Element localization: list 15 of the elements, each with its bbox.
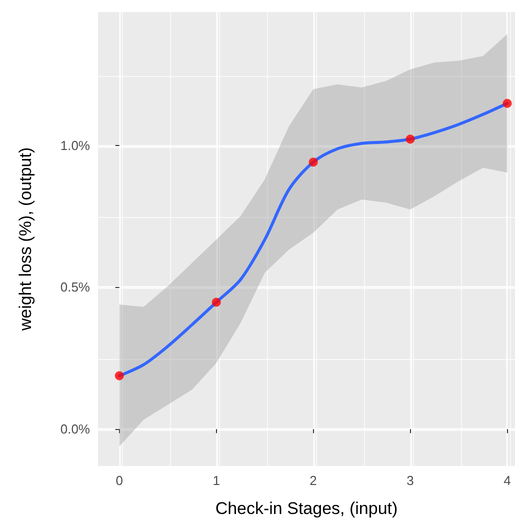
x-tick-label: 2 xyxy=(310,473,317,488)
x-tick-label: 3 xyxy=(406,473,414,488)
point xyxy=(114,371,124,380)
point xyxy=(212,298,221,307)
x-tick-label: 4 xyxy=(504,473,511,488)
y-axis-title: weight loss (%), (output) xyxy=(16,147,35,332)
y-tick-label: 1.0% xyxy=(60,138,90,153)
point xyxy=(406,134,415,144)
point xyxy=(308,158,318,167)
x-tick-label: 0 xyxy=(116,473,123,488)
x-tick-label: 1 xyxy=(212,473,220,488)
y-tick-label: 0.0% xyxy=(60,422,90,437)
x-axis-title: Check-in Stages, (input) xyxy=(215,499,398,518)
point xyxy=(502,98,512,108)
y-tick-label: 0.5% xyxy=(60,280,90,295)
